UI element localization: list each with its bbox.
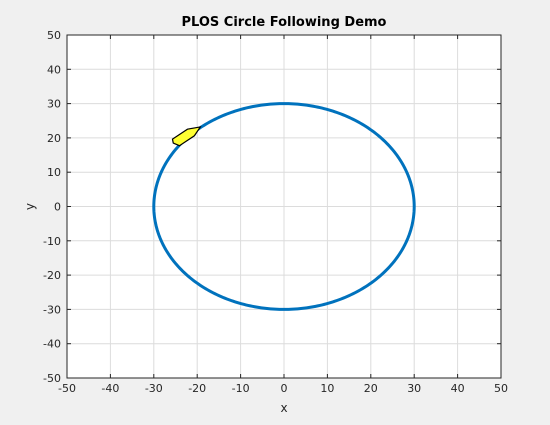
x-tick-label: 10 <box>320 382 334 395</box>
y-tick-label: 10 <box>47 166 61 179</box>
y-axis-label: y <box>23 203 37 210</box>
x-tick-label: 20 <box>364 382 378 395</box>
y-tick-label: 20 <box>47 132 61 145</box>
x-tick-label: 50 <box>494 382 508 395</box>
vehicle-marker <box>171 126 202 147</box>
x-tick-label: -50 <box>58 382 76 395</box>
y-tick-label: -20 <box>43 269 61 282</box>
x-axis-label: x <box>280 401 287 415</box>
x-tick-label: 30 <box>407 382 421 395</box>
ticks <box>66 34 502 379</box>
y-tick-label: 50 <box>47 29 61 42</box>
x-tick-label: -20 <box>188 382 206 395</box>
x-tick-label: 0 <box>281 382 288 395</box>
data-layer <box>152 102 416 311</box>
x-tick-label: -40 <box>101 382 119 395</box>
y-tick-label: 30 <box>47 98 61 111</box>
x-tick-label: -30 <box>145 382 163 395</box>
y-tick-label: 40 <box>47 63 61 76</box>
x-tick-label: -10 <box>232 382 250 395</box>
circle-path <box>152 102 416 311</box>
y-tick-label: -10 <box>43 235 61 248</box>
x-tick-label: 40 <box>451 382 465 395</box>
chart-title: PLOS Circle Following Demo <box>182 15 387 30</box>
y-tick-label: -50 <box>43 372 61 385</box>
y-tick-label: -30 <box>43 303 61 316</box>
y-tick-labels: -50 -40 -30 -20 -10 0 10 20 30 40 50 <box>43 29 61 385</box>
y-tick-label: -40 <box>43 338 61 351</box>
x-tick-labels: -50 -40 -30 -20 -10 0 10 20 30 40 50 <box>58 382 508 395</box>
y-tick-label: 0 <box>54 201 61 214</box>
